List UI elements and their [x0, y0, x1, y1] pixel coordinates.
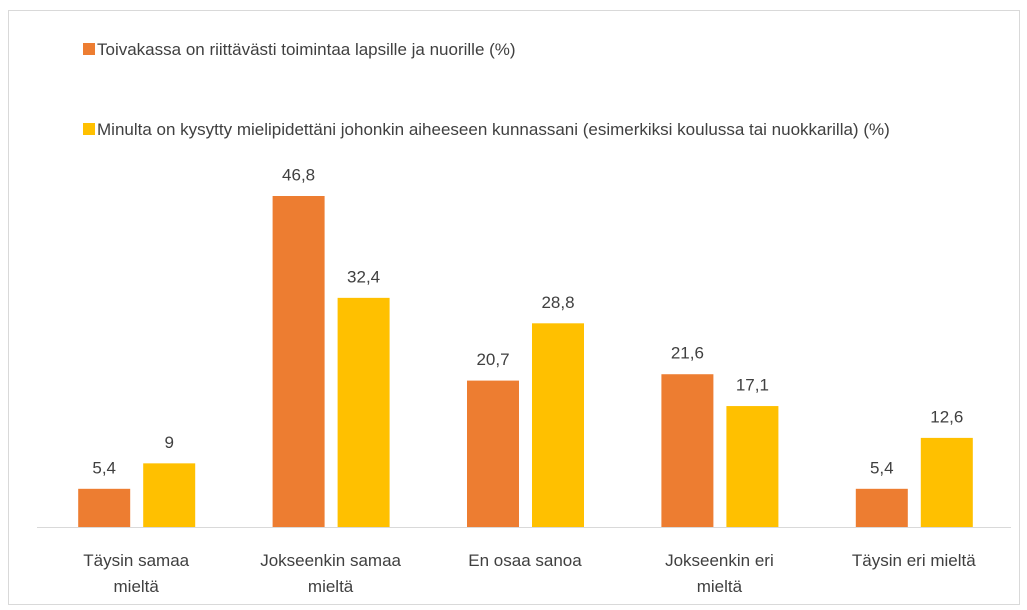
data-label: 12,6: [930, 407, 963, 426]
x-tick-label: Täysin samaa mieltä: [83, 551, 189, 596]
bar: [855, 488, 908, 527]
data-label: 17,1: [736, 376, 769, 395]
bar: [920, 437, 973, 527]
x-tick-label-line: Täysin samaa: [83, 551, 189, 570]
legend-swatch: [83, 43, 95, 55]
x-tick-label-line: Jokseenkin eri: [665, 551, 774, 570]
bar: [78, 488, 131, 527]
x-tick-label-line: mieltä: [308, 577, 354, 596]
x-tick-label: En osaa sanoa: [468, 551, 582, 570]
bar: [337, 297, 390, 527]
bar: [467, 380, 519, 527]
x-tick-label-line: Täysin eri mieltä: [852, 551, 976, 570]
bar: [532, 323, 584, 527]
bar: [726, 406, 779, 527]
x-tick-label: Jokseenkin samaa mieltä: [260, 551, 401, 596]
data-label: 5,4: [870, 458, 894, 477]
legend-swatch: [83, 123, 95, 135]
x-tick-label: Jokseenkin eri mieltä: [665, 551, 774, 596]
x-tick-label-line: mieltä: [114, 577, 160, 596]
legend-item: Toivakassa on riittävästi toimintaa laps…: [83, 37, 997, 63]
bar: [143, 463, 196, 527]
x-tick-label: Täysin eri mieltä: [852, 551, 976, 570]
data-label: 5,4: [92, 458, 116, 477]
data-label: 46,8: [282, 165, 315, 184]
bar: [272, 196, 325, 527]
legend-item: Minulta on kysytty mielipidettäni johonk…: [83, 117, 997, 143]
data-label: 28,8: [541, 293, 574, 312]
legend-label: Toivakassa on riittävästi toimintaa laps…: [97, 40, 516, 59]
legend-label: Minulta on kysytty mielipidettäni johonk…: [97, 120, 890, 139]
bar: [661, 374, 714, 527]
data-label: 20,7: [476, 350, 509, 369]
x-tick-label-line: Jokseenkin samaa: [260, 551, 401, 570]
data-label: 32,4: [347, 267, 380, 286]
data-label: 9: [164, 433, 173, 452]
x-tick-label-line: En osaa sanoa: [468, 551, 582, 570]
x-tick-label-line: mieltä: [697, 577, 743, 596]
data-label: 21,6: [671, 344, 704, 363]
